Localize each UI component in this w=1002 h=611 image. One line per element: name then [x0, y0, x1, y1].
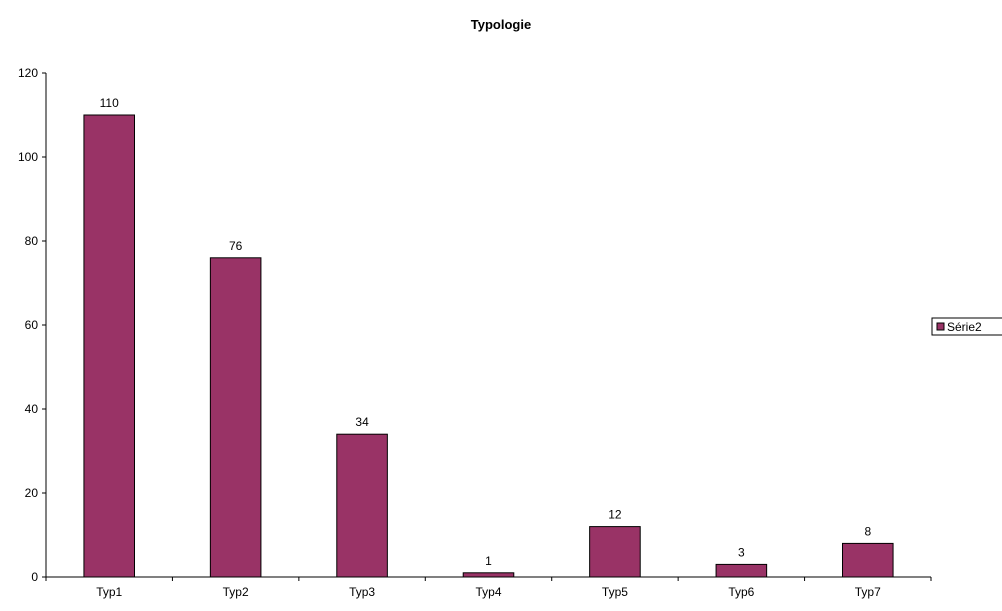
x-tick-label: Typ4 [475, 585, 501, 599]
x-tick-label: Typ3 [349, 585, 375, 599]
bar-typ6 [715, 563, 768, 578]
y-tick-label: 120 [18, 66, 38, 80]
data-label: 110 [100, 96, 119, 110]
y-tick-label: 60 [25, 318, 39, 332]
y-tick-label: 20 [25, 486, 39, 500]
data-label: 76 [229, 239, 243, 253]
data-label: 12 [608, 508, 622, 522]
data-label: 3 [738, 545, 745, 559]
y-tick-label: 40 [25, 402, 39, 416]
x-tick-label: Typ1 [96, 585, 122, 599]
legend-box [931, 317, 1002, 336]
y-axis: 0 20 40 60 80 100 120 [18, 66, 47, 584]
data-label: 8 [864, 524, 871, 538]
data-label: 34 [355, 415, 369, 429]
x-tick-label: Typ5 [602, 585, 628, 599]
y-tick-label: 80 [25, 234, 39, 248]
bar-typ4 [462, 572, 515, 578]
chart-title: Typologie [471, 17, 531, 32]
x-axis: Typ1 Typ2 Typ3 Typ4 Typ5 Typ6 Typ7 [45, 576, 932, 599]
legend: Série2 [931, 317, 1002, 336]
x-tick-label: Typ6 [728, 585, 754, 599]
data-label: 1 [485, 554, 492, 568]
bar-typ3 [336, 433, 388, 578]
y-tick-label: 0 [31, 570, 38, 584]
bars [83, 114, 894, 578]
bar-typ1 [83, 114, 136, 578]
legend-label: Série2 [947, 320, 982, 334]
bar-typ7 [842, 542, 894, 578]
x-tick-label: Typ2 [223, 585, 249, 599]
data-labels: 110 76 34 1 12 3 8 [100, 96, 872, 568]
y-tick-label: 100 [18, 150, 38, 164]
bar-typ2 [209, 257, 262, 578]
legend-swatch [936, 322, 945, 331]
bar-typ5 [589, 526, 641, 578]
x-tick-label: Typ7 [855, 585, 881, 599]
